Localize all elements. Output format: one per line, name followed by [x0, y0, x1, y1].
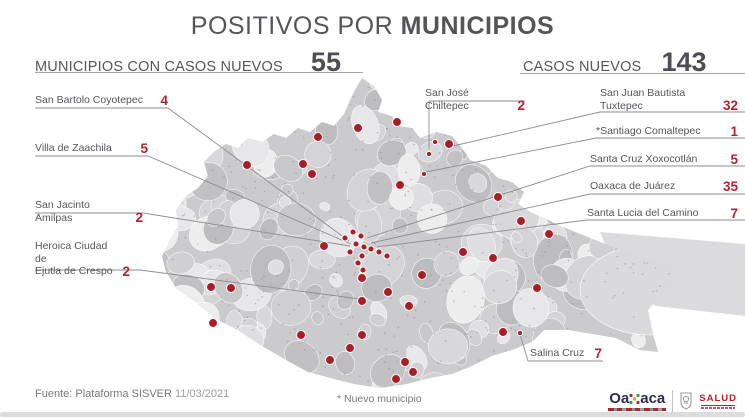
salud-logo: SALUD: [699, 392, 737, 409]
oaxaca-government-logo: Oa aca: [608, 389, 667, 411]
label-text: Santa Cruz Xoxocotlán: [590, 153, 698, 165]
label-text: Oaxaca de Juárez: [590, 180, 676, 192]
label-value: 7: [730, 205, 738, 221]
salud-tagline-strip: [701, 406, 736, 409]
label-text-line2: Ejutla de Crespo: [35, 265, 113, 277]
oaxaca-text-suffix: aca: [640, 389, 666, 407]
label-text-line1: San Juan Bautista: [600, 87, 686, 99]
label-value: 7: [594, 345, 602, 361]
stat-left-underline: [35, 72, 363, 73]
map-label-oaxaca-de-juarez: Oaxaca de Juárez 35: [590, 178, 738, 194]
map-label-salina-cruz: Salina Cruz 7: [530, 345, 602, 361]
page-title-bold: MUNICIPIOS: [400, 12, 555, 40]
label-value: 2: [517, 98, 525, 113]
oaxaca-text-prefix: Oa: [609, 389, 630, 407]
leader-lines: [35, 100, 745, 362]
page-title-prefix: POSITIVOS POR: [190, 12, 401, 40]
crest-icon: [680, 392, 692, 410]
map-label-san-juan-bautista-tuxtepec: San Juan Bautista Tuxtepec 32: [600, 87, 738, 112]
label-text-line2: Tuxtepec: [600, 99, 643, 112]
label-value: 5: [730, 151, 738, 167]
stat-casos-nuevos: CASOS NUEVOS 143: [523, 47, 707, 78]
label-text: San José Chiltepec: [425, 87, 469, 112]
stat-right-underline: [520, 73, 745, 74]
stat-right-value: 143: [661, 47, 707, 77]
salud-underline: [701, 404, 736, 406]
label-text: San Jacinto Amilpas: [35, 199, 90, 224]
map-label-santa-cruz-xoxocotlan: Santa Cruz Xoxocotlán 5: [590, 151, 738, 167]
neighbor-region-silhouette: [600, 232, 745, 316]
oaxaca-tagline-strip: [608, 407, 667, 411]
label-text: San Bartolo Coyotepec: [35, 94, 143, 106]
oaxaca-wordmark-text: Oa aca: [609, 389, 666, 407]
label-value: 5: [140, 140, 148, 156]
source-date: 11/03/2021: [175, 388, 230, 400]
oaxaca-x-icon: [629, 393, 640, 404]
label-text: San Juan Bautista Tuxtepec: [600, 87, 685, 112]
label-text: Salina Cruz: [530, 347, 585, 359]
logo-strip: Oa aca SALUD: [608, 390, 737, 412]
map-label-santa-lucia-del-camino: Santa Lucia del Camino 7: [587, 205, 738, 221]
label-value: 2: [122, 263, 130, 279]
source-note: Fuente: Plataforma SISVER 11/03/2021: [35, 388, 229, 400]
label-value: 35: [722, 178, 738, 194]
label-text: *Santiago Comaltepec: [596, 125, 701, 137]
label-text: Santa Lucia del Camino: [587, 207, 699, 219]
bottom-divider-bar: [0, 412, 745, 417]
label-text: Villa de Zaachila: [35, 142, 112, 154]
map-label-san-jose-chiltepec: San José Chiltepec 2: [425, 87, 525, 112]
label-value: 32: [722, 98, 738, 113]
map-label-san-jacinto-amilpas: San Jacinto Amilpas 2: [35, 199, 143, 224]
stat-right-label: CASOS NUEVOS: [523, 59, 642, 75]
map-label-villa-de-zaachila: Villa de Zaachila 5: [35, 140, 148, 156]
label-value: 4: [160, 92, 168, 108]
salud-wordmark: SALUD: [699, 392, 737, 404]
source-text: Fuente: Plataforma SISVER: [35, 388, 172, 400]
map-label-ejutla-de-crespo: Heroica Ciudad de Ejutla de Crespo 2: [35, 240, 130, 278]
label-text-line1: Heroica Ciudad de: [35, 240, 108, 265]
map-label-san-bartolo-coyotepec: San Bartolo Coyotepec 4: [35, 92, 168, 108]
label-text: Heroica Ciudad de Ejutla de Crespo: [35, 240, 114, 278]
page-title: POSITIVOS POR MUNICIPIOS: [0, 12, 745, 41]
logo-divider: [672, 390, 674, 412]
label-value: 2: [135, 210, 143, 225]
label-value: 1: [730, 123, 738, 139]
stat-left-label: MUNICIPIOS CON CASOS NUEVOS: [35, 59, 283, 75]
case-dots: [205, 116, 555, 385]
new-municipality-note: * Nuevo municipio: [337, 393, 422, 405]
map-label-santiago-comaltepec: *Santiago Comaltepec 1: [596, 123, 738, 139]
